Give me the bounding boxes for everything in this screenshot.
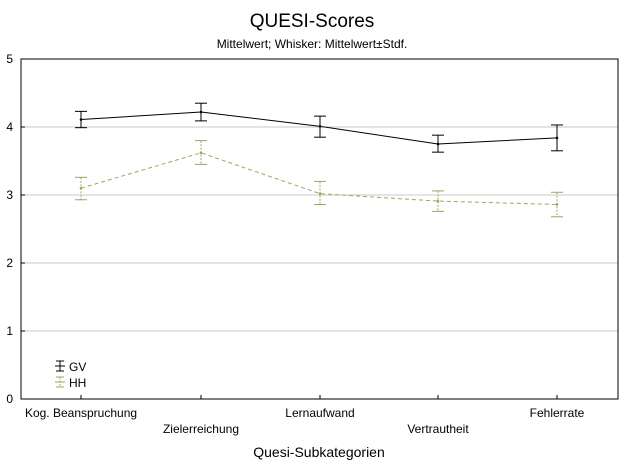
chart-title: QUESI-Scores xyxy=(250,11,375,32)
legend: GV HH xyxy=(55,360,86,390)
data-point xyxy=(199,110,203,114)
y-tick-label: 5 xyxy=(6,52,13,66)
data-point xyxy=(436,199,440,203)
data-point xyxy=(199,151,203,155)
data-point xyxy=(555,136,559,140)
x-tick-label: Lernaufwand xyxy=(285,406,354,420)
data-point xyxy=(79,118,83,121)
error-bar xyxy=(195,102,207,122)
legend-marker-gv xyxy=(55,360,65,372)
chart-subtitle: Mittelwert; Whisker: Mittelwert±Stdf. xyxy=(217,37,408,51)
y-tick-label: 2 xyxy=(6,256,13,270)
legend-label-hh: HH xyxy=(69,376,86,390)
y-tick-label: 3 xyxy=(6,188,13,202)
y-tick-label: 4 xyxy=(6,120,13,134)
error-bar xyxy=(195,140,207,165)
data-point xyxy=(79,186,83,190)
error-bar xyxy=(551,191,563,218)
x-tick-label: Fehlerrate xyxy=(530,406,585,420)
x-tick-label: Kog. Beanspruchung xyxy=(25,406,137,420)
y-axis: 0 1 2 3 4 5 xyxy=(6,52,25,406)
error-bar xyxy=(314,115,326,138)
y-tick-label: 1 xyxy=(6,324,13,338)
x-tick-label: Vertrautheit xyxy=(407,422,469,436)
error-bar xyxy=(432,190,444,212)
x-axis: Kog. Beanspruchung Zielerreichung Lernaufw… xyxy=(25,395,585,436)
data-point xyxy=(318,192,322,195)
x-axis-label: Quesi-Subkategorien xyxy=(253,444,385,460)
series-layer xyxy=(75,102,563,218)
data-point xyxy=(318,125,322,128)
grid-lines xyxy=(21,126,618,332)
x-tick-label: Zielerreichung xyxy=(163,422,239,436)
data-point xyxy=(555,203,559,206)
legend-marker-hh xyxy=(55,376,65,388)
legend-label-gv: GV xyxy=(69,360,86,374)
series-line-hh xyxy=(80,152,558,206)
error-bar xyxy=(75,110,87,129)
plot-frame xyxy=(20,58,619,400)
error-bar xyxy=(314,180,326,206)
error-bar xyxy=(551,124,563,152)
y-tick-label: 0 xyxy=(6,392,13,406)
series-line-gv xyxy=(80,111,558,145)
error-bar xyxy=(75,176,87,201)
data-point xyxy=(436,142,440,146)
error-bar xyxy=(432,134,444,153)
